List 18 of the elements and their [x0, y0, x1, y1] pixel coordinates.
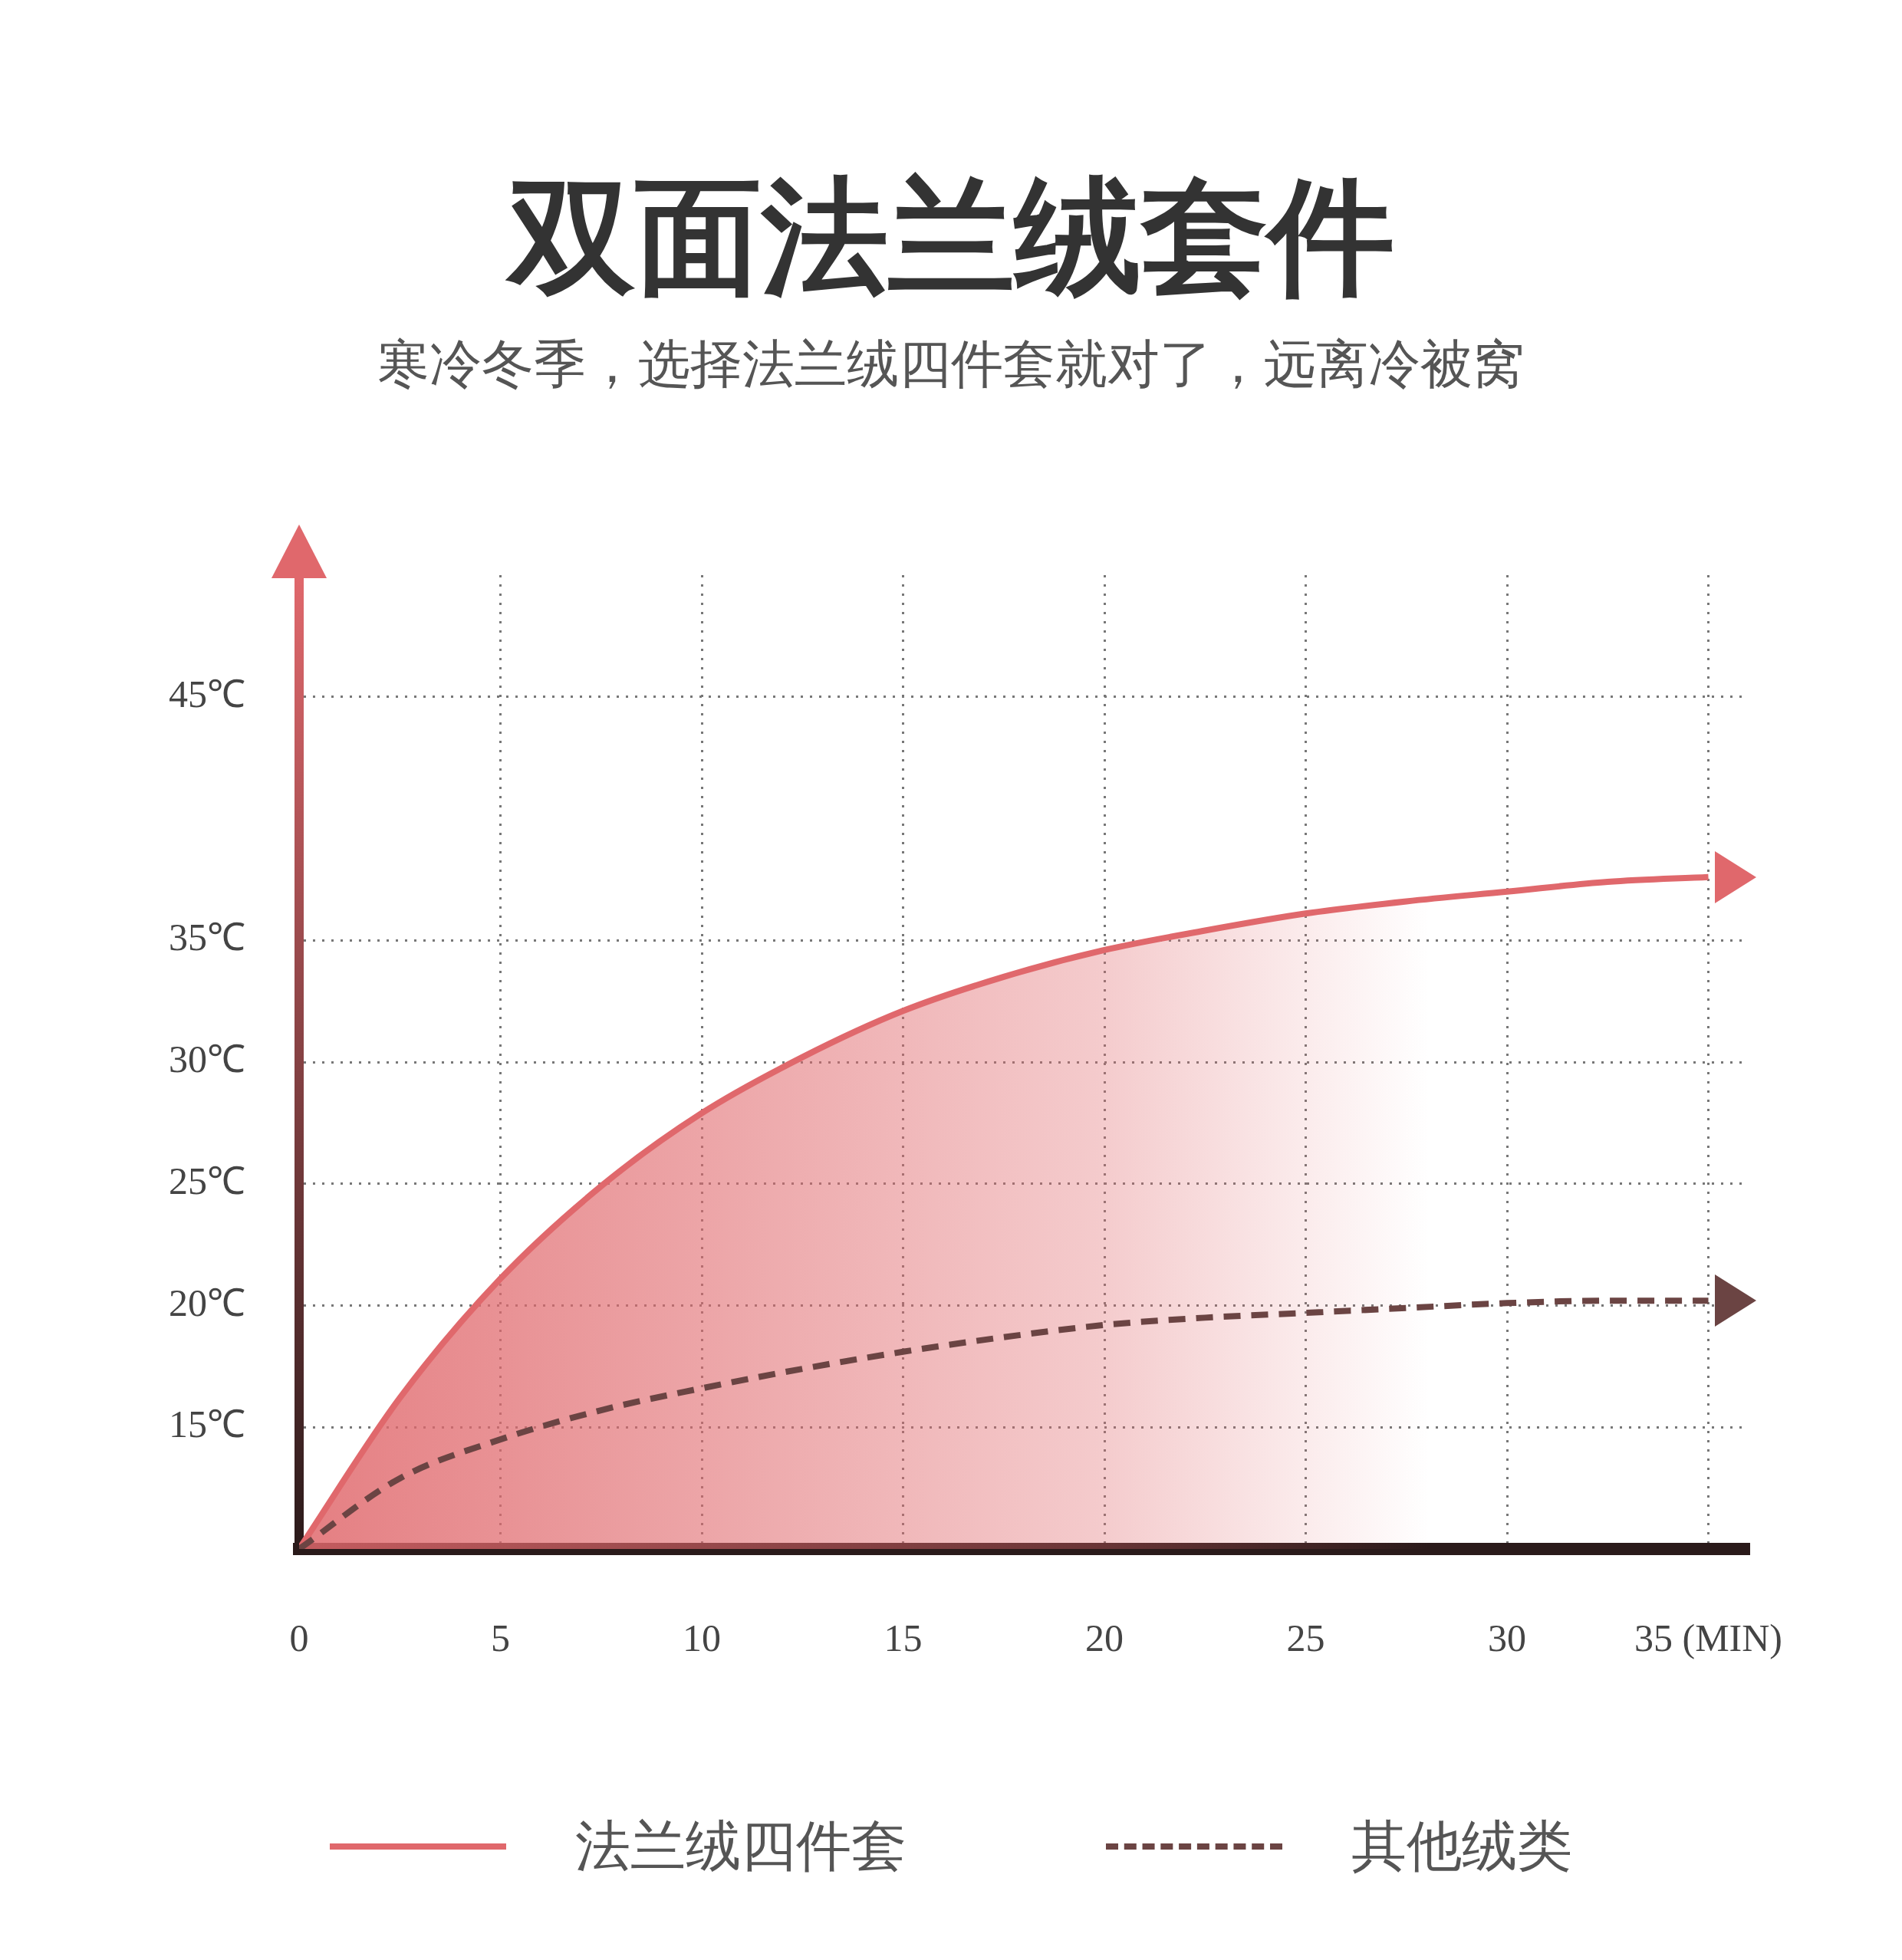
y-tick-label: 20℃ [169, 1281, 245, 1324]
x-tick-label: 15 [884, 1616, 923, 1660]
x-tick-label: 30 [1488, 1616, 1526, 1660]
y-tick-label: 15℃ [169, 1403, 245, 1446]
x-tick-label: 10 [683, 1616, 721, 1660]
legend-label: 法兰绒四件套 [575, 1813, 907, 1879]
x-tick-label: 20 [1085, 1616, 1124, 1660]
y-tick-label: 30℃ [169, 1038, 245, 1081]
x-tick-label: 0 [289, 1616, 309, 1660]
x-tick-label: 5 [491, 1616, 510, 1660]
chart-title: 双面法兰绒套件 [505, 163, 1395, 312]
x-tick-label: 35 (MIN) [1634, 1616, 1783, 1660]
y-tick-label: 35℃ [169, 916, 245, 959]
y-tick-label: 45℃ [169, 672, 245, 715]
legend-label: 其他绒类 [1351, 1813, 1572, 1879]
y-tick-label: 25℃ [169, 1159, 245, 1202]
chart-subtitle: 寒冷冬季，选择法兰绒四件套就对了，远离冷被窝 [377, 333, 1525, 396]
x-tick-label: 25 [1286, 1616, 1325, 1660]
